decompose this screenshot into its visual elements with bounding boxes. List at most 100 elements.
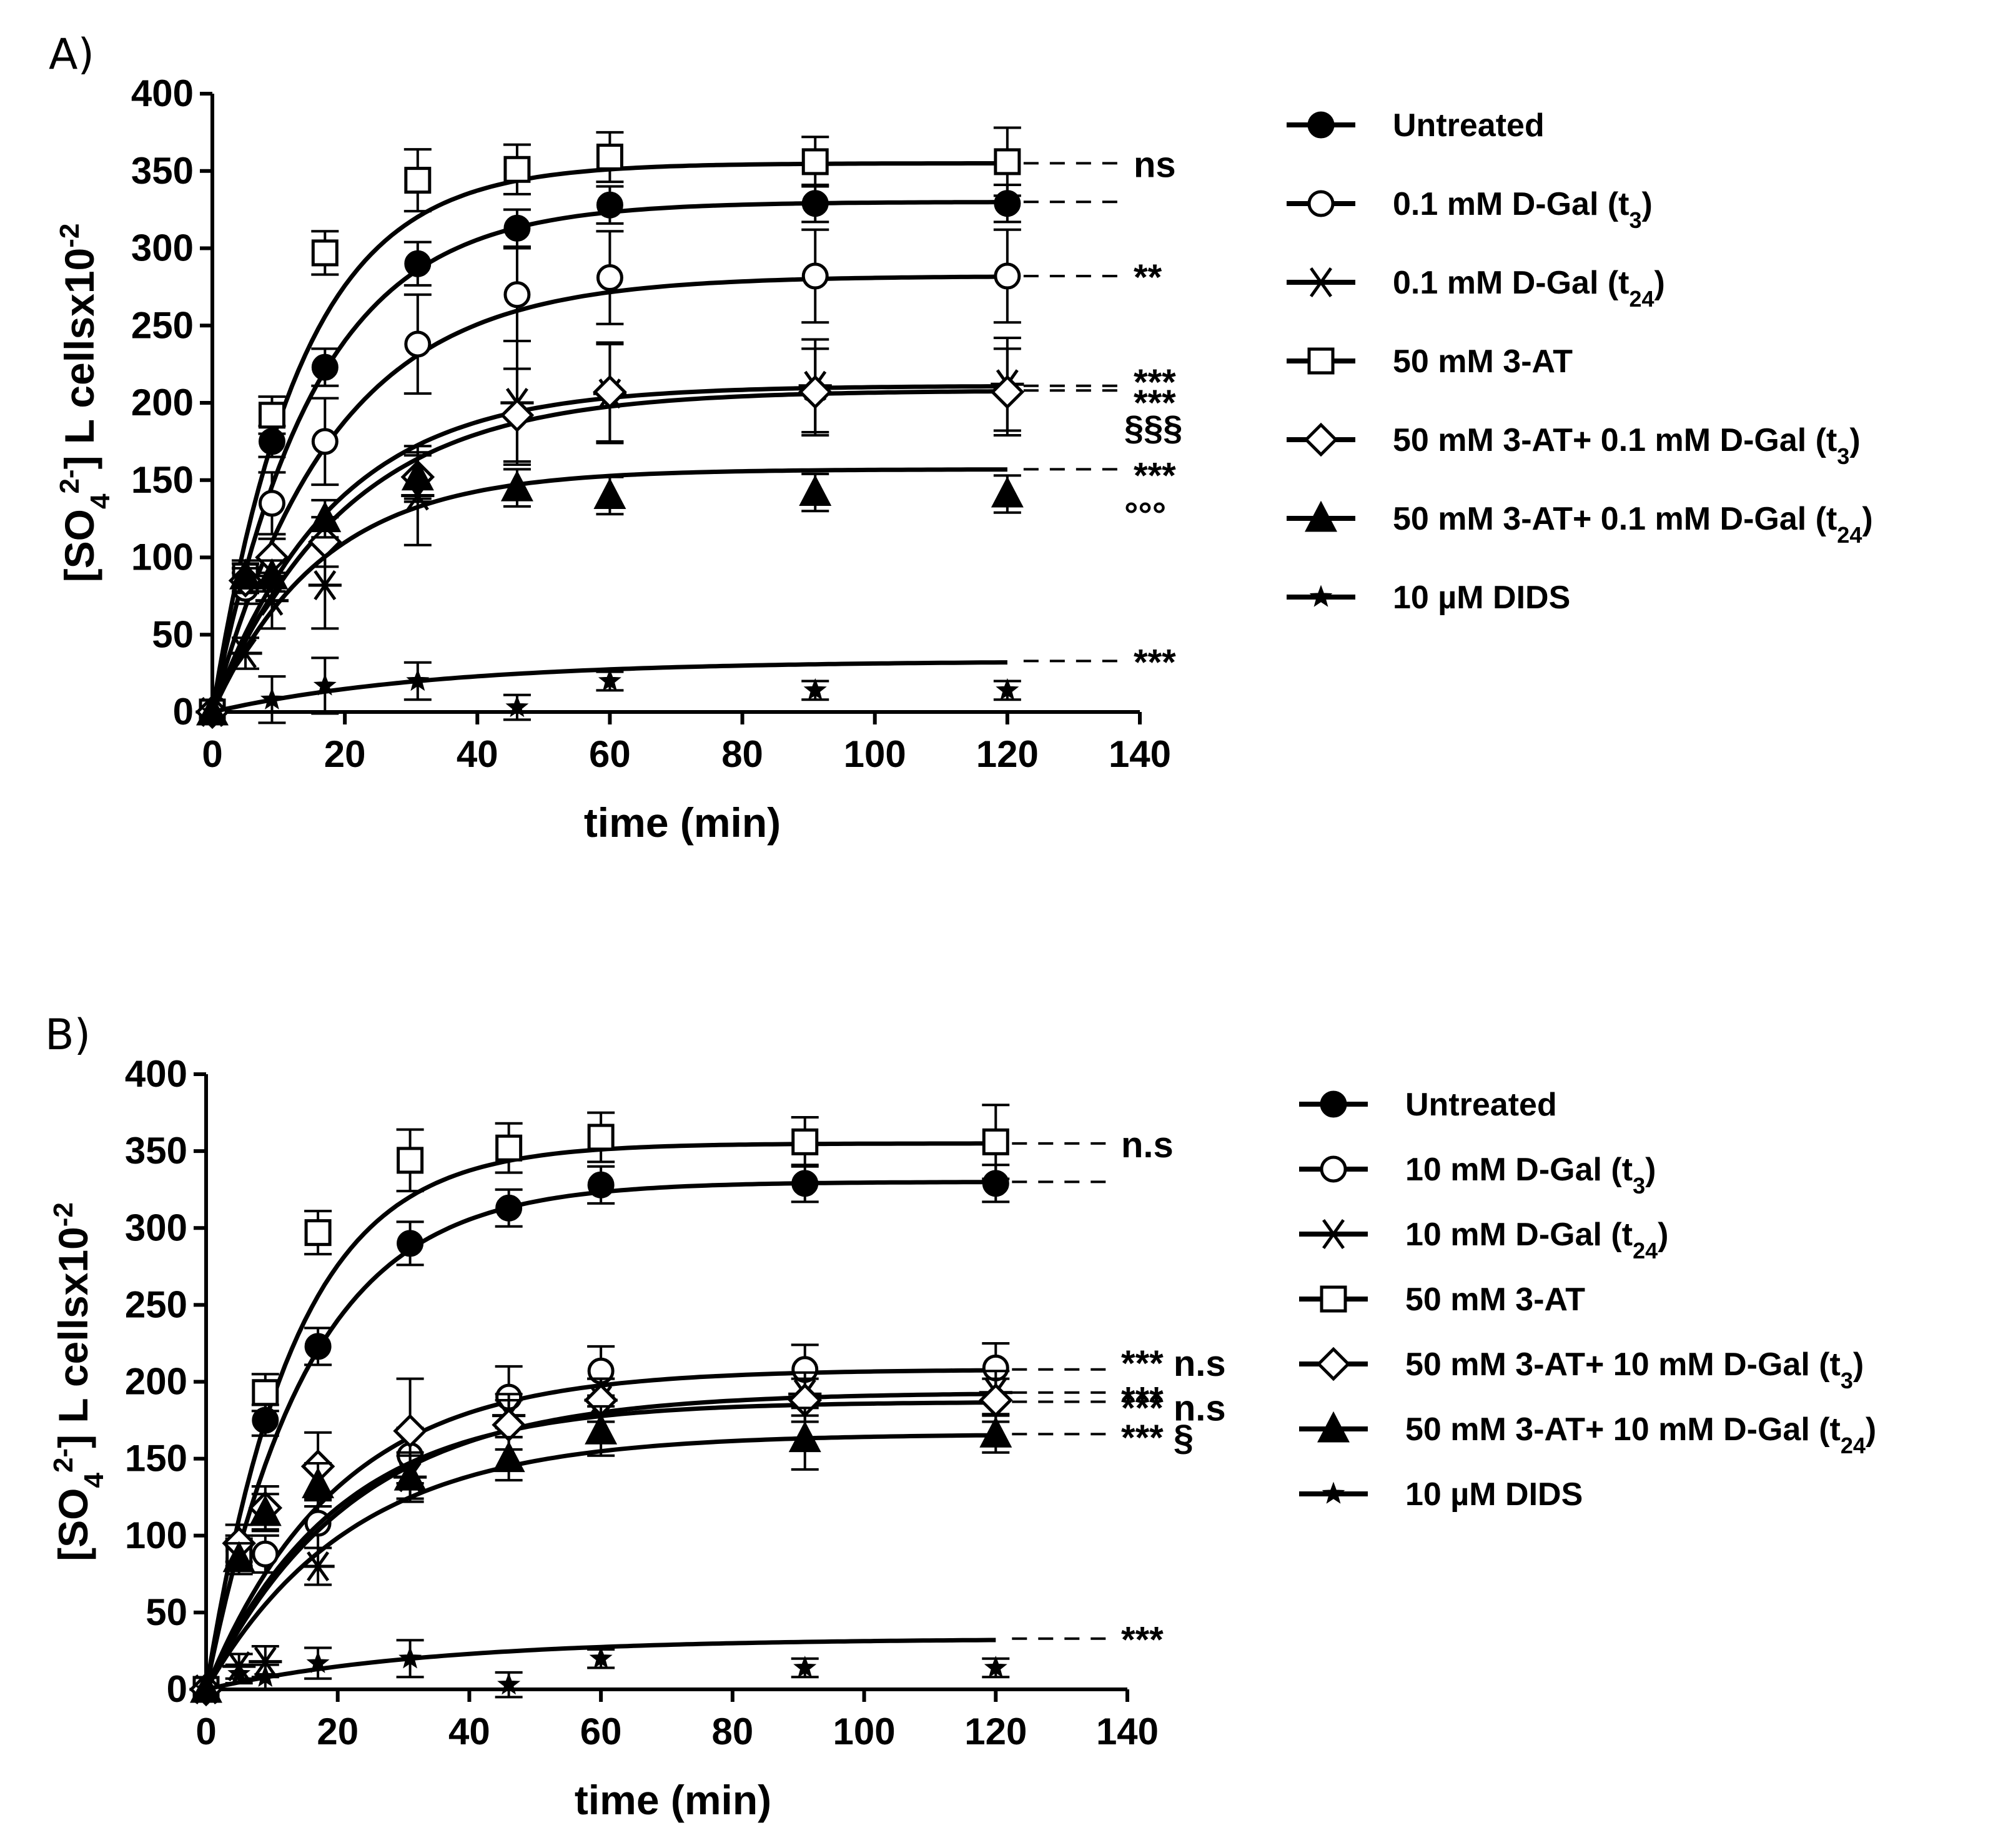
y-tick-label: 300 [125,1207,187,1248]
data-point [587,1171,615,1198]
data-point [404,330,432,358]
y-tick-label: 250 [125,1283,187,1325]
legend-marker [1322,1481,1345,1504]
x-tick-label: 40 [457,733,498,775]
data-point [593,375,627,409]
legend-label: 50 mM 3-AT+ 0.1 mM D-Gal (t3) [1393,422,1861,469]
series-5: *** [196,454,1176,726]
legend-label: 50 mM 3-AT [1393,343,1573,380]
data-point [503,214,531,242]
legend-marker [1320,1090,1347,1118]
legend-label-sub: 24 [1837,522,1862,548]
legend-label: 50 mM 3-AT+ 0.1 mM D-Gal (t24) [1393,501,1873,548]
data-point [994,148,1021,175]
y-axis-title-part: ] L cellsx10 [50,1227,96,1448]
data-point [994,262,1021,290]
y-axis-title-part: 2- [48,1448,79,1473]
y-axis-title-part: 4 [79,1473,109,1488]
data-point [585,1413,618,1445]
significance-label: *** [1134,642,1176,683]
legend-marker [1317,1411,1350,1443]
y-tick-label: 200 [125,1361,187,1403]
data-point [306,1651,330,1673]
data-point [309,501,342,533]
x-tick-label: 140 [1096,1711,1159,1752]
data-point [492,1441,525,1473]
significance-label: ns [1134,144,1176,185]
data-point [249,1646,282,1677]
legend-label-tail: ) [1862,501,1872,537]
y-tick-label: 0 [173,691,194,733]
data-point [227,1661,251,1684]
data-point [500,470,533,502]
significance-label: *** [1121,1620,1164,1661]
data-point [798,375,833,409]
y-tick-label: 250 [131,304,194,346]
chart-panel-a: A) 0 50 100 150 200 250 300 350 400 0 20 40 60 80 100 12… [49,30,1873,846]
legend-item: 0.1 mM D-Gal (t3) [1287,186,1653,233]
data-point [503,156,531,183]
y-axis-title-part: 4 [85,493,116,509]
data-point [397,1147,424,1174]
data-point [589,1646,613,1669]
y-tick-label: 100 [131,536,194,578]
data-point [252,1379,279,1406]
data-point [200,699,224,722]
y-tick-label: 400 [131,72,194,114]
significance-label: *** [1134,455,1176,496]
legend-label: Untreated [1405,1087,1557,1123]
legend-label: 50 mM 3-AT+ 10 mM D-Gal (t3) [1405,1346,1864,1393]
legend-item: 10 µM DIDS [1287,580,1570,616]
legend-label-sub: 3 [1841,1368,1853,1393]
legend-label-tail: ) [1866,1411,1876,1448]
data-point [495,1134,523,1162]
legend-item: 10 mM D-Gal (t3) [1299,1152,1656,1198]
legend-marker [1316,1346,1351,1381]
data-point [996,678,1019,701]
data-point [596,143,623,170]
legend-label-main: 50 mM 3-AT+ 0.1 mM D-Gal (t [1393,422,1837,458]
legend-item: 10 mM D-Gal (t24) [1299,1217,1668,1263]
data-point [990,375,1025,409]
legend-label-sub: 24 [1630,286,1654,312]
data-point [979,1383,1013,1418]
legend: Untreated 10 mM D-Gal (t3) 10 mM D-Gal (t2… [1299,1087,1876,1513]
y-tick-label: 50 [152,613,194,655]
legend-marker [1305,500,1337,532]
x-tick-label: 20 [317,1711,359,1752]
y-tick-label: 350 [125,1130,187,1172]
y-tick-label: 50 [146,1591,187,1633]
x-tick-label: 120 [964,1711,1027,1752]
legend-item: 50 mM 3-AT [1299,1282,1585,1318]
data-point [311,239,339,267]
data-point [311,428,339,455]
legend-item: 50 mM 3-AT+ 0.1 mM D-Gal (t3) [1287,422,1861,469]
legend-item: 50 mM 3-AT+ 10 mM D-Gal (t3) [1299,1346,1864,1393]
series-4: *** [195,341,1176,729]
legend-label-tail: ) [1645,1152,1656,1188]
legend-label-main: 50 mM 3-AT+ 10 mM D-Gal (t [1405,1346,1841,1383]
legend-marker [1307,190,1335,217]
y-tick-label: 100 [125,1514,187,1556]
legend-marker [1303,422,1338,457]
legend-label-main: 50 mM 3-AT+ 0.1 mM D-Gal (t [1393,501,1837,537]
significance-label: ** [1134,257,1162,298]
x-tick-label: 120 [976,733,1039,775]
legend-marker [1317,1218,1350,1250]
data-point [404,250,432,277]
legend-label-sub: 24 [1841,1433,1866,1458]
data-point [260,687,284,709]
data-point [793,1656,817,1678]
legend-label: 10 µM DIDS [1405,1476,1583,1513]
series-4: *** n.s [189,1377,1226,1707]
x-tick-label: 60 [589,733,631,775]
data-point [587,1124,615,1151]
legend-item: Untreated [1299,1087,1557,1123]
y-axis-title: [SO42-] L cellsx10-2 [54,224,116,583]
data-point [254,1664,277,1687]
data-point [801,262,829,290]
legend-label-tail: ) [1849,422,1860,458]
data-point [252,1540,279,1568]
data-point [397,1230,424,1257]
y-tick-label: 150 [125,1438,187,1480]
